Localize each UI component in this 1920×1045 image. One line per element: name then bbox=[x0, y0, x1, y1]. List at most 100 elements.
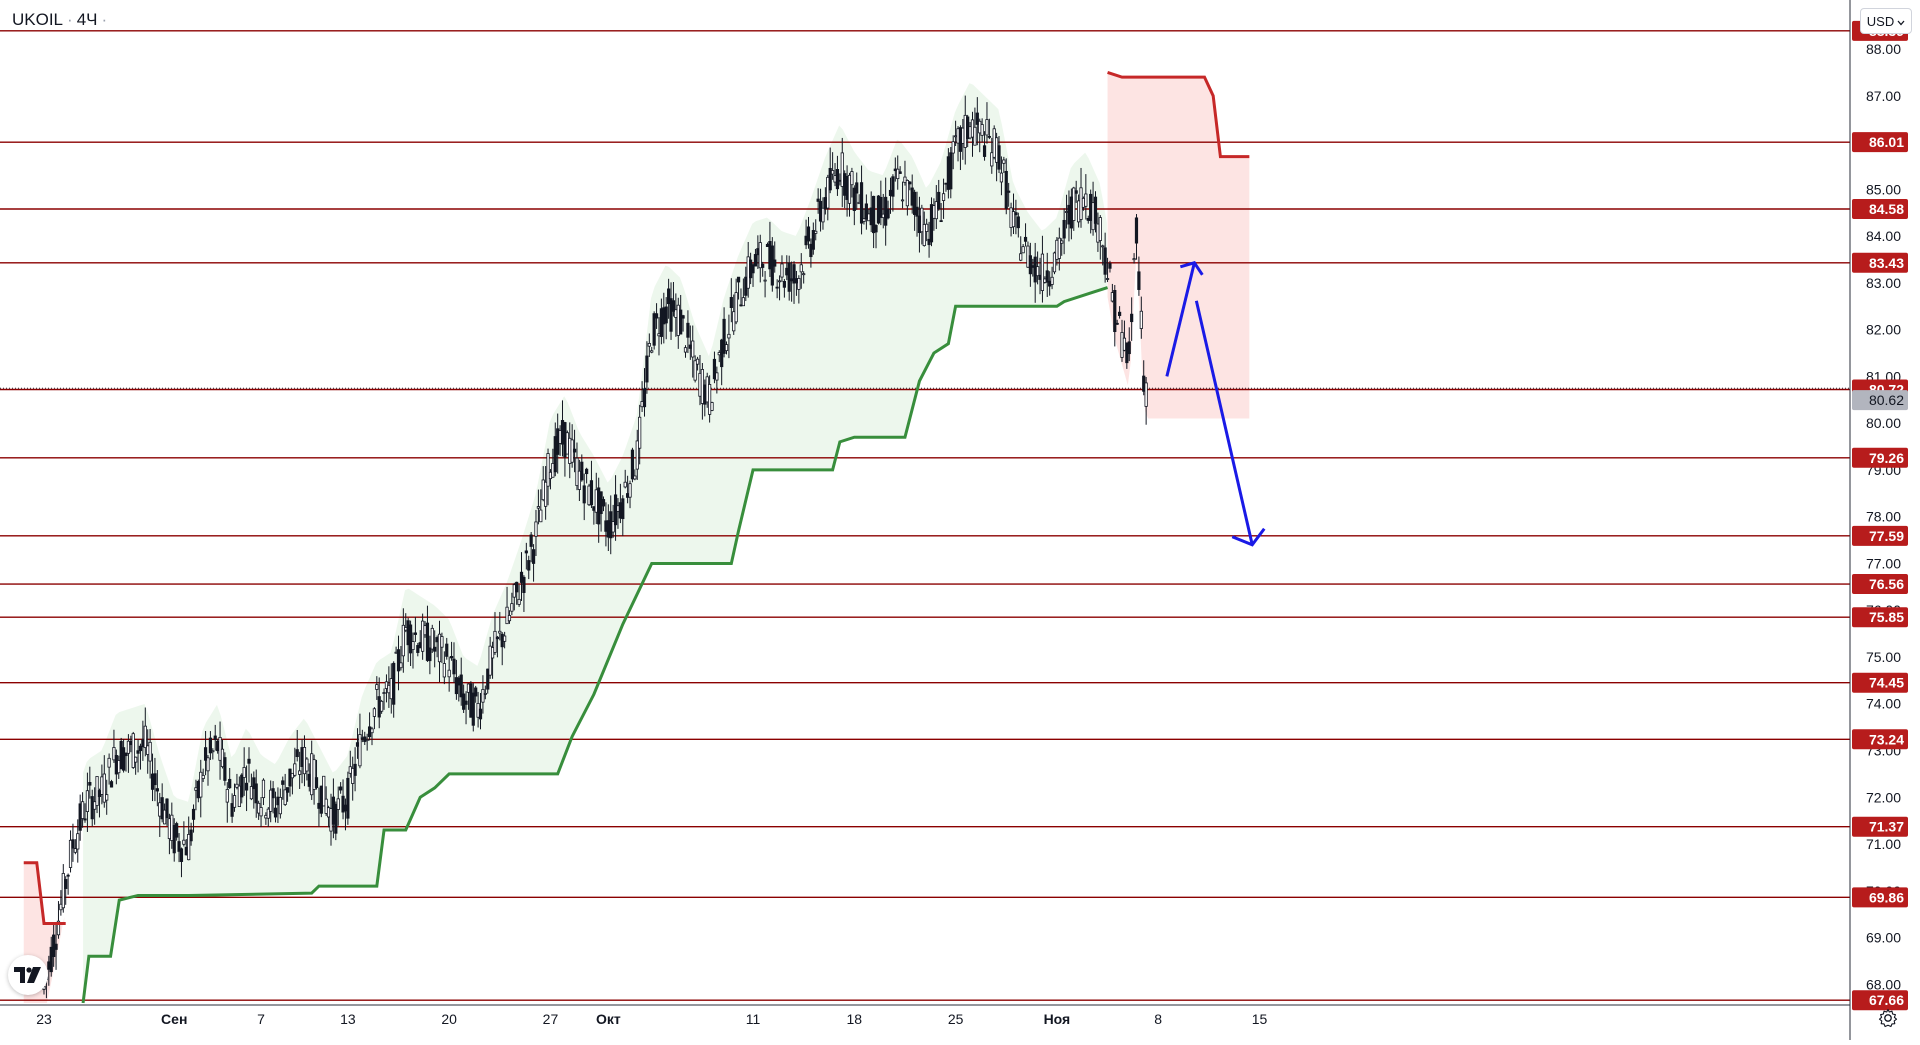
candle-body bbox=[112, 747, 116, 761]
candle-body bbox=[831, 170, 835, 175]
supertrend-down-line[interactable] bbox=[23, 861, 66, 926]
candle-body bbox=[471, 692, 475, 726]
candle-body bbox=[852, 187, 856, 211]
candle-body bbox=[1062, 219, 1066, 239]
candle-body bbox=[913, 191, 917, 215]
candle-body bbox=[544, 481, 548, 507]
candle-body bbox=[886, 208, 890, 219]
candle-body bbox=[806, 226, 811, 242]
gear-icon[interactable] bbox=[1874, 1004, 1902, 1032]
candle-body bbox=[572, 448, 577, 453]
candle-body bbox=[281, 780, 285, 785]
supertrend-down-line[interactable] bbox=[1107, 71, 1250, 159]
candle-body bbox=[982, 145, 987, 157]
candle-body bbox=[503, 635, 507, 642]
candle-body bbox=[712, 358, 717, 380]
candle-body bbox=[1108, 263, 1112, 269]
forecast-arrow-up[interactable] bbox=[1165, 262, 1196, 377]
candle-body bbox=[76, 833, 80, 850]
candle-body bbox=[758, 242, 762, 269]
candle-body bbox=[862, 218, 866, 222]
candle-body bbox=[734, 292, 738, 323]
level-price-tag[interactable] bbox=[1852, 990, 1908, 1011]
candle-body bbox=[83, 818, 87, 821]
candle-body bbox=[179, 848, 184, 862]
candle-body bbox=[652, 313, 656, 346]
candle-body bbox=[792, 264, 796, 284]
candle-body bbox=[1134, 217, 1139, 244]
candle-body bbox=[372, 708, 376, 717]
level-price-tag[interactable] bbox=[1852, 816, 1908, 837]
candle-body bbox=[131, 733, 135, 768]
candle-body bbox=[787, 262, 791, 292]
candle-body bbox=[1084, 193, 1088, 207]
currency-button[interactable]: USD bbox=[1860, 8, 1912, 34]
candle-body bbox=[546, 453, 550, 487]
candle-body bbox=[1074, 190, 1078, 194]
candle-body bbox=[507, 615, 512, 622]
candle-body bbox=[522, 576, 526, 593]
level-price-tag[interactable] bbox=[1852, 199, 1908, 220]
candle-body bbox=[495, 636, 499, 640]
candle-body bbox=[1103, 247, 1107, 275]
candle-body bbox=[679, 309, 683, 335]
candle-body bbox=[536, 506, 540, 509]
level-price-tag[interactable] bbox=[1852, 574, 1908, 595]
forecast-arrow-down[interactable] bbox=[1194, 300, 1254, 546]
candle-body bbox=[891, 176, 895, 197]
supertrend-up-line[interactable] bbox=[81, 286, 1109, 1004]
candle-body bbox=[201, 774, 205, 780]
candle-body bbox=[498, 630, 502, 634]
symbol-title[interactable]: UKOIL · 4Ч · bbox=[12, 10, 111, 30]
candle-body bbox=[64, 879, 68, 889]
candle-body bbox=[1105, 278, 1110, 280]
current-price-label: 80.62 bbox=[1869, 392, 1904, 408]
candle-body bbox=[121, 747, 126, 771]
candle-body bbox=[449, 656, 454, 659]
candle-body bbox=[440, 636, 444, 648]
level-price-label: 83.43 bbox=[1869, 255, 1904, 271]
candle-body bbox=[1019, 253, 1023, 261]
time-tick-label: 13 bbox=[340, 1011, 356, 1027]
candle-body bbox=[68, 839, 73, 868]
candle-body bbox=[1016, 216, 1020, 229]
interval-label[interactable]: 4Ч bbox=[76, 10, 98, 29]
level-price-tag[interactable] bbox=[1852, 132, 1908, 153]
candle-body bbox=[392, 662, 396, 705]
level-price-tag[interactable] bbox=[1852, 252, 1908, 273]
candle-body bbox=[1002, 159, 1006, 164]
candle-body bbox=[654, 313, 659, 319]
level-price-tag[interactable] bbox=[1852, 672, 1908, 693]
tradingview-logo-icon[interactable] bbox=[8, 955, 48, 995]
candle-body bbox=[208, 737, 213, 754]
level-price-label: 77.59 bbox=[1869, 528, 1904, 544]
candle-body bbox=[681, 315, 685, 319]
candle-body bbox=[517, 598, 521, 605]
candle-body bbox=[346, 777, 350, 819]
level-price-tag[interactable] bbox=[1852, 525, 1908, 546]
current-price-tag[interactable] bbox=[1852, 390, 1908, 411]
time-tick-label: 25 bbox=[948, 1011, 964, 1027]
price-tick-label: 75.00 bbox=[1866, 649, 1901, 665]
candle-body bbox=[425, 622, 430, 661]
level-price-tag[interactable] bbox=[1852, 729, 1908, 750]
candle-body bbox=[411, 641, 415, 650]
candle-body bbox=[85, 790, 90, 812]
level-price-tag[interactable] bbox=[1852, 607, 1908, 628]
candle-body bbox=[1007, 190, 1011, 193]
candle-body bbox=[283, 789, 287, 805]
candle-body bbox=[136, 750, 140, 754]
candle-body bbox=[442, 663, 446, 678]
level-price-tag[interactable] bbox=[1852, 887, 1908, 908]
price-tick-label: 85.00 bbox=[1866, 181, 1901, 197]
price-tick-label: 74.00 bbox=[1866, 696, 1901, 712]
candle-body bbox=[782, 280, 786, 288]
candle-body bbox=[1014, 212, 1018, 216]
price-tick-label: 77.00 bbox=[1866, 555, 1901, 571]
candle-body bbox=[1050, 276, 1054, 285]
level-price-tag[interactable] bbox=[1852, 447, 1908, 468]
candle-body bbox=[254, 783, 258, 804]
candle-body bbox=[252, 777, 256, 790]
